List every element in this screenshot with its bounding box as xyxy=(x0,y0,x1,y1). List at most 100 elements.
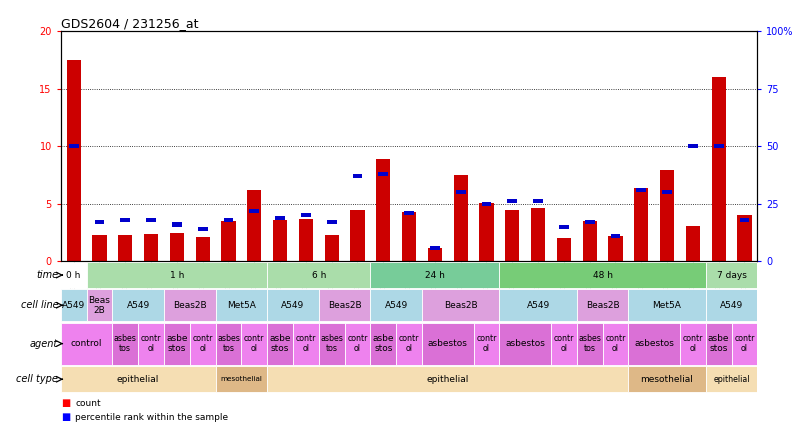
Text: contr
ol: contr ol xyxy=(399,334,420,353)
Bar xyxy=(344,322,370,365)
Bar xyxy=(499,262,706,288)
Bar xyxy=(61,289,87,321)
Text: asbes
tos: asbes tos xyxy=(114,334,137,353)
Bar xyxy=(190,322,215,365)
Bar xyxy=(378,172,388,176)
Bar xyxy=(637,188,646,192)
Bar xyxy=(430,246,440,250)
Bar xyxy=(454,175,467,262)
Bar xyxy=(370,322,396,365)
Bar xyxy=(474,322,499,365)
Bar xyxy=(247,190,262,262)
Text: asbestos: asbestos xyxy=(505,339,545,348)
Text: asbes
tos: asbes tos xyxy=(578,334,601,353)
Bar xyxy=(325,235,339,262)
Bar xyxy=(404,211,414,215)
Bar xyxy=(352,174,362,178)
Text: contr
ol: contr ol xyxy=(296,334,316,353)
Bar xyxy=(499,289,577,321)
Bar xyxy=(507,199,517,203)
Bar xyxy=(121,218,130,222)
Text: asbestos: asbestos xyxy=(428,339,467,348)
Text: asbestos: asbestos xyxy=(634,339,674,348)
Bar xyxy=(139,322,164,365)
Text: 0 h: 0 h xyxy=(66,270,81,280)
Bar xyxy=(249,209,259,213)
Text: Beas2B: Beas2B xyxy=(173,301,207,310)
Bar xyxy=(634,188,648,262)
Bar xyxy=(499,322,551,365)
Bar xyxy=(582,221,597,262)
Text: Met5A: Met5A xyxy=(653,301,681,310)
Bar xyxy=(706,289,757,321)
Text: count: count xyxy=(75,400,101,408)
Bar xyxy=(172,222,181,226)
Bar xyxy=(351,210,365,262)
Text: Beas2B: Beas2B xyxy=(586,301,620,310)
Bar xyxy=(482,202,492,206)
Bar xyxy=(706,262,757,288)
Bar xyxy=(92,235,107,262)
Bar xyxy=(396,322,422,365)
Bar xyxy=(275,216,285,220)
Bar xyxy=(146,218,156,222)
Bar xyxy=(87,262,267,288)
Bar xyxy=(215,322,241,365)
Text: contr
ol: contr ol xyxy=(605,334,625,353)
Bar xyxy=(215,366,267,392)
Text: agent: agent xyxy=(30,339,58,349)
Bar xyxy=(299,219,313,262)
Text: percentile rank within the sample: percentile rank within the sample xyxy=(75,413,228,422)
Bar xyxy=(731,322,757,365)
Text: contr
ol: contr ol xyxy=(734,334,755,353)
Bar xyxy=(686,226,700,262)
Bar xyxy=(164,289,215,321)
Bar xyxy=(585,220,595,224)
Bar xyxy=(428,248,442,262)
Bar xyxy=(559,225,569,229)
Bar xyxy=(714,144,723,148)
Text: Beas2B: Beas2B xyxy=(444,301,477,310)
Bar xyxy=(680,322,706,365)
Text: A549: A549 xyxy=(526,301,550,310)
Bar xyxy=(198,227,207,231)
Bar xyxy=(267,366,629,392)
Text: A549: A549 xyxy=(720,301,743,310)
Bar xyxy=(577,322,603,365)
Text: epithelial: epithelial xyxy=(117,375,160,384)
Bar xyxy=(69,144,79,148)
Text: Beas
2B: Beas 2B xyxy=(88,296,110,314)
Text: contr
ol: contr ol xyxy=(141,334,161,353)
Bar xyxy=(221,221,236,262)
Bar xyxy=(706,366,757,392)
Bar xyxy=(267,322,293,365)
Bar xyxy=(737,215,752,262)
Text: epithelial: epithelial xyxy=(427,375,469,384)
Bar xyxy=(118,235,132,262)
Text: A549: A549 xyxy=(281,301,305,310)
Text: asbe
stos: asbe stos xyxy=(373,334,394,353)
Text: A549: A549 xyxy=(62,301,85,310)
Bar xyxy=(422,289,499,321)
Bar xyxy=(95,220,104,224)
Bar xyxy=(551,322,577,365)
Text: asbe
stos: asbe stos xyxy=(166,334,188,353)
Bar xyxy=(688,144,697,148)
Bar xyxy=(61,322,113,365)
Bar xyxy=(66,60,81,262)
Bar xyxy=(611,234,620,238)
Bar xyxy=(267,262,370,288)
Text: GDS2604 / 231256_at: GDS2604 / 231256_at xyxy=(61,17,198,30)
Bar xyxy=(422,322,474,365)
Text: mesothelial: mesothelial xyxy=(641,375,693,384)
Bar xyxy=(480,202,493,262)
Bar xyxy=(629,322,680,365)
Bar xyxy=(224,218,233,222)
Text: contr
ol: contr ol xyxy=(476,334,497,353)
Text: Met5A: Met5A xyxy=(227,301,256,310)
Text: asbes
tos: asbes tos xyxy=(217,334,240,353)
Bar xyxy=(706,322,731,365)
Bar xyxy=(531,208,545,262)
Bar xyxy=(660,170,674,262)
Text: 48 h: 48 h xyxy=(593,270,612,280)
